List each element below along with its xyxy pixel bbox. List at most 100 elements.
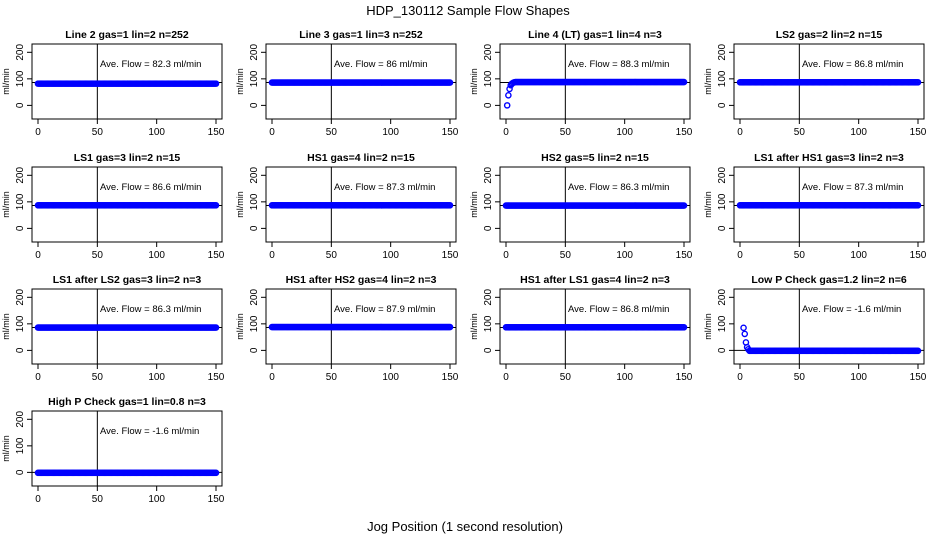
x-tick-label: 150	[910, 372, 927, 383]
y-tick-label: 200	[717, 44, 728, 61]
plot-frame	[733, 288, 925, 365]
panel-11: HS1 after LS1 gas=4 lin=2 n=3 ml/min 0 50 10…	[469, 274, 693, 383]
data-point	[212, 324, 220, 331]
panel-title: HS2 gas=5 lin=2 n=15	[541, 152, 649, 164]
y-tick-label: 100	[249, 193, 260, 210]
panels: Line 2 gas=1 lin=2 n=252 ml/min 0 50 100 150 0…	[1, 29, 927, 505]
data-point	[914, 201, 922, 209]
x-tick-label: 50	[794, 127, 806, 138]
panel-title: LS2 gas=2 lin=2 n=15	[776, 29, 883, 41]
y-tick-label: 100	[717, 70, 728, 87]
average-flow-annotation: Ave. Flow = 88.3 ml/min	[568, 59, 669, 70]
x-tick-label: 0	[503, 127, 509, 138]
y-tick-label: 0	[249, 225, 260, 231]
average-flow-annotation: Ave. Flow = 87.3 ml/min	[334, 182, 435, 193]
x-tick-label: 50	[326, 250, 338, 261]
x-tick-label: 150	[910, 250, 927, 261]
x-tick-label: 50	[92, 494, 104, 505]
data-point	[503, 102, 511, 109]
panel-title: Line 2 gas=1 lin=2 n=252	[65, 29, 189, 41]
panel-title: High P Check gas=1 lin=0.8 n=3	[48, 396, 206, 408]
x-tick-label: 50	[326, 372, 338, 383]
panel-1: Line 2 gas=1 lin=2 n=252 ml/min 0 50 100 150 0…	[1, 29, 225, 138]
panel-10: HS1 after HS2 gas=4 lin=2 n=3 ml/min 0 50 10…	[235, 274, 459, 383]
y-axis-label: ml/min	[1, 68, 11, 95]
y-tick-label: 100	[15, 437, 26, 454]
x-tick-label: 50	[794, 372, 806, 383]
x-tick-label: 150	[442, 250, 459, 261]
panel-12: Low P Check gas=1.2 lin=2 n=6 ml/min 0 50 10…	[703, 274, 927, 383]
average-flow-annotation: Ave. Flow = 86.8 ml/min	[568, 304, 669, 315]
data-point	[680, 323, 688, 331]
plot-frame	[265, 288, 457, 365]
x-tick-label: 100	[382, 372, 399, 383]
y-tick-label: 100	[249, 70, 260, 87]
y-tick-label: 100	[15, 193, 26, 210]
y-tick-label: 100	[483, 70, 494, 87]
x-tick-label: 150	[208, 494, 225, 505]
y-tick-label: 0	[717, 347, 728, 353]
data-point	[446, 79, 454, 86]
panel-3: Line 4 (LT) gas=1 lin=4 n=3 ml/min 0 50 100 1…	[469, 29, 693, 138]
plot-frame	[733, 43, 925, 120]
data-point	[212, 201, 220, 209]
data-point	[914, 347, 922, 355]
y-axis-label: ml/min	[469, 313, 479, 340]
x-tick-label: 100	[850, 372, 867, 383]
y-axis-label: ml/min	[235, 313, 245, 340]
data-point	[680, 78, 688, 86]
x-tick-label: 150	[676, 250, 693, 261]
y-axis-label: ml/min	[703, 191, 713, 218]
x-tick-label: 100	[850, 127, 867, 138]
x-tick-label: 50	[326, 127, 338, 138]
y-tick-label: 100	[249, 315, 260, 332]
x-tick-label: 100	[616, 127, 633, 138]
y-tick-label: 0	[15, 225, 26, 231]
panel-title: LS1 after HS1 gas=3 lin=2 n=3	[754, 152, 904, 164]
y-tick-label: 200	[717, 289, 728, 306]
panel-7: HS2 gas=5 lin=2 n=15 ml/min 0 50 100 150 0 100 2…	[469, 152, 693, 261]
y-tick-label: 200	[483, 289, 494, 306]
average-flow-annotation: Ave. Flow = 86.6 ml/min	[100, 182, 201, 193]
plot-frame	[499, 43, 691, 120]
average-flow-annotation: Ave. Flow = 86 ml/min	[334, 59, 428, 70]
x-tick-label: 150	[910, 127, 927, 138]
data-point	[740, 324, 747, 332]
y-tick-label: 0	[717, 102, 728, 108]
data-point	[914, 78, 922, 86]
y-axis-label: ml/min	[235, 68, 245, 95]
x-tick-label: 150	[676, 372, 693, 383]
x-tick-label: 150	[208, 372, 225, 383]
y-tick-label: 200	[15, 289, 26, 306]
y-tick-label: 200	[15, 411, 26, 428]
y-tick-label: 0	[483, 102, 494, 108]
data-point	[741, 330, 749, 338]
average-flow-annotation: Ave. Flow = -1.6 ml/min	[100, 426, 199, 437]
panel-5: LS1 gas=3 lin=2 n=15 ml/min 0 50 100 150 0 100 2…	[1, 152, 225, 261]
x-tick-label: 0	[269, 250, 275, 261]
panel-title: HS1 after LS1 gas=4 lin=2 n=3	[520, 274, 670, 286]
average-flow-annotation: Ave. Flow = 82.3 ml/min	[100, 59, 201, 70]
y-tick-label: 100	[717, 193, 728, 210]
y-axis-label: ml/min	[703, 68, 713, 95]
data-point	[446, 201, 454, 209]
y-axis-label: ml/min	[235, 191, 245, 218]
x-tick-label: 0	[737, 372, 743, 383]
y-tick-label: 0	[15, 347, 26, 353]
plot-frame	[499, 166, 691, 243]
plot-frame	[31, 410, 223, 487]
data-point	[446, 323, 454, 331]
x-tick-label: 100	[616, 250, 633, 261]
panel-title: HS1 gas=4 lin=2 n=15	[307, 152, 415, 164]
x-tick-label: 150	[442, 372, 459, 383]
panel-4: LS2 gas=2 lin=2 n=15 ml/min 0 50 100 150 0 100 2…	[703, 29, 927, 138]
y-axis-label: ml/min	[1, 191, 11, 218]
x-tick-label: 100	[382, 250, 399, 261]
x-tick-label: 50	[92, 372, 104, 383]
average-flow-annotation: Ave. Flow = -1.6 ml/min	[802, 304, 901, 315]
y-tick-label: 200	[483, 167, 494, 184]
x-tick-label: 0	[737, 250, 743, 261]
plot-frame	[265, 166, 457, 243]
average-flow-annotation: Ave. Flow = 86.3 ml/min	[568, 182, 669, 193]
y-tick-label: 0	[15, 469, 26, 475]
